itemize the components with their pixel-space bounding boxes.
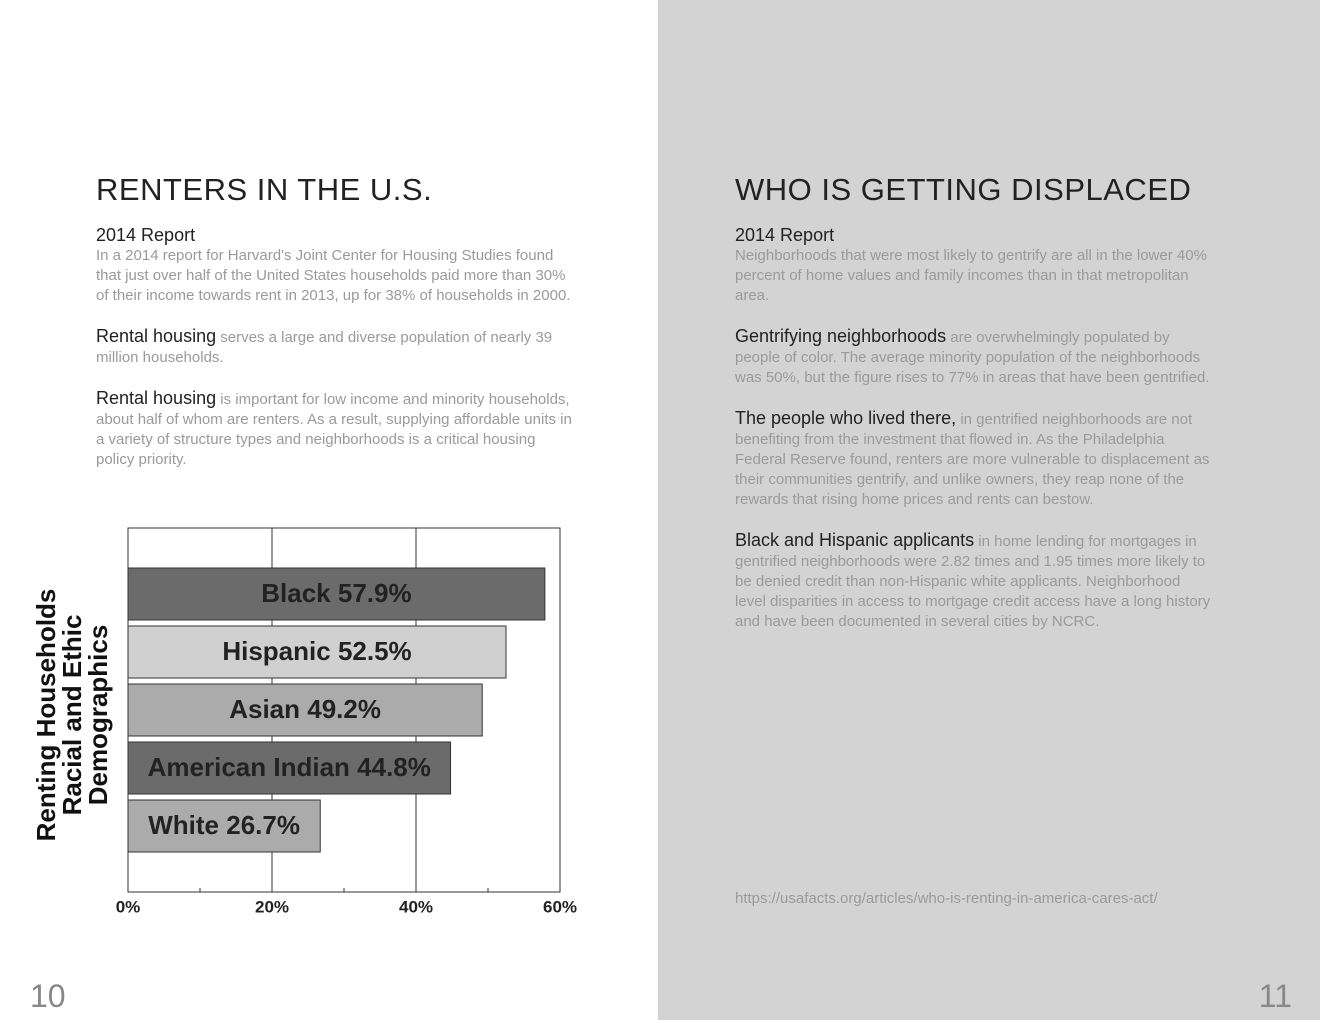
x-tick-label: 0%: [116, 897, 141, 916]
value-label: 44.8%: [357, 752, 431, 782]
bar: [127, 567, 546, 621]
lead-text: Gentrifying neighborhoods: [735, 326, 947, 346]
paragraph-text: In a 2014 report for Harvard's Joint Cen…: [96, 247, 571, 304]
paragraph-text: serves a large and diverse population of…: [96, 329, 553, 366]
paragraph: Rental housing is important for low inco…: [96, 388, 576, 470]
lead-text: Black and Hispanic applicants: [735, 530, 975, 550]
source-url: https://usafacts.org/articles/who-is-ren…: [735, 890, 1158, 907]
subtitle: 2014 Report: [96, 225, 196, 245]
paragraph-text: Neighborhoods that were most likely to g…: [735, 247, 1207, 304]
page-number: 11: [1258, 978, 1292, 1014]
paragraph-text: are overwhelmingly populated by people o…: [735, 329, 1210, 386]
category-label: White: [148, 810, 219, 840]
bar-label: Asian 49.2%: [229, 694, 381, 724]
x-tick-label: 40%: [399, 897, 433, 916]
body-text: Neighborhoods that were most likely to g…: [735, 246, 1215, 652]
bar-label: Black 57.9%: [261, 578, 411, 608]
bar: [127, 625, 507, 679]
value-label: 26.7%: [226, 810, 300, 840]
lead-text: The people who lived there,: [735, 408, 957, 428]
page-number: 10: [30, 978, 66, 1014]
bar: [127, 799, 321, 853]
paragraph: Gentrifying neighborhoods are overwhelmi…: [735, 326, 1215, 388]
page-title: WHO IS GETTING DISPLACED: [735, 172, 1192, 207]
bar-label: Hispanic 52.5%: [222, 636, 411, 666]
category-label: American Indian: [148, 752, 350, 782]
paragraph: Rental housing serves a large and divers…: [96, 326, 576, 368]
bar-label: American Indian 44.8%: [148, 752, 431, 782]
paragraph-text: is important for low income and minority…: [96, 391, 572, 468]
category-label: Asian: [229, 694, 300, 724]
x-tick-label: 20%: [255, 897, 289, 916]
x-tick-label: 60%: [543, 897, 577, 916]
value-label: 49.2%: [307, 694, 381, 724]
paragraph: The people who lived there, in gentrifie…: [735, 408, 1215, 510]
bar-label: White 26.7%: [148, 810, 300, 840]
subtitle: 2014 Report: [735, 225, 835, 245]
value-label: 52.5%: [338, 636, 412, 666]
right-page: WHO IS GETTING DISPLACED 2014 Report Nei…: [658, 0, 1320, 1020]
y-axis-title: Demographics: [83, 625, 113, 806]
paragraph-text: in gentrified neighborhoods are not bene…: [735, 411, 1210, 508]
paragraph: In a 2014 report for Harvard's Joint Cen…: [96, 246, 576, 306]
lead-text: Rental housing: [96, 388, 217, 408]
y-axis-title: Renting Households: [31, 589, 61, 842]
bar: [127, 741, 452, 795]
category-label: Black: [261, 578, 331, 608]
lead-text: Rental housing: [96, 326, 217, 346]
paragraph: Black and Hispanic applicants in home le…: [735, 530, 1215, 632]
bar: [127, 683, 483, 737]
y-axis-title: Racial and Ethic: [57, 615, 87, 816]
category-label: Hispanic: [222, 636, 330, 666]
paragraph-text: in home lending for mortgages in gentrif…: [735, 533, 1211, 630]
value-label: 57.9%: [338, 578, 412, 608]
paragraph: Neighborhoods that were most likely to g…: [735, 246, 1215, 306]
page-title: RENTERS IN THE U.S.: [96, 172, 433, 207]
body-text: In a 2014 report for Harvard's Joint Cen…: [96, 246, 576, 490]
